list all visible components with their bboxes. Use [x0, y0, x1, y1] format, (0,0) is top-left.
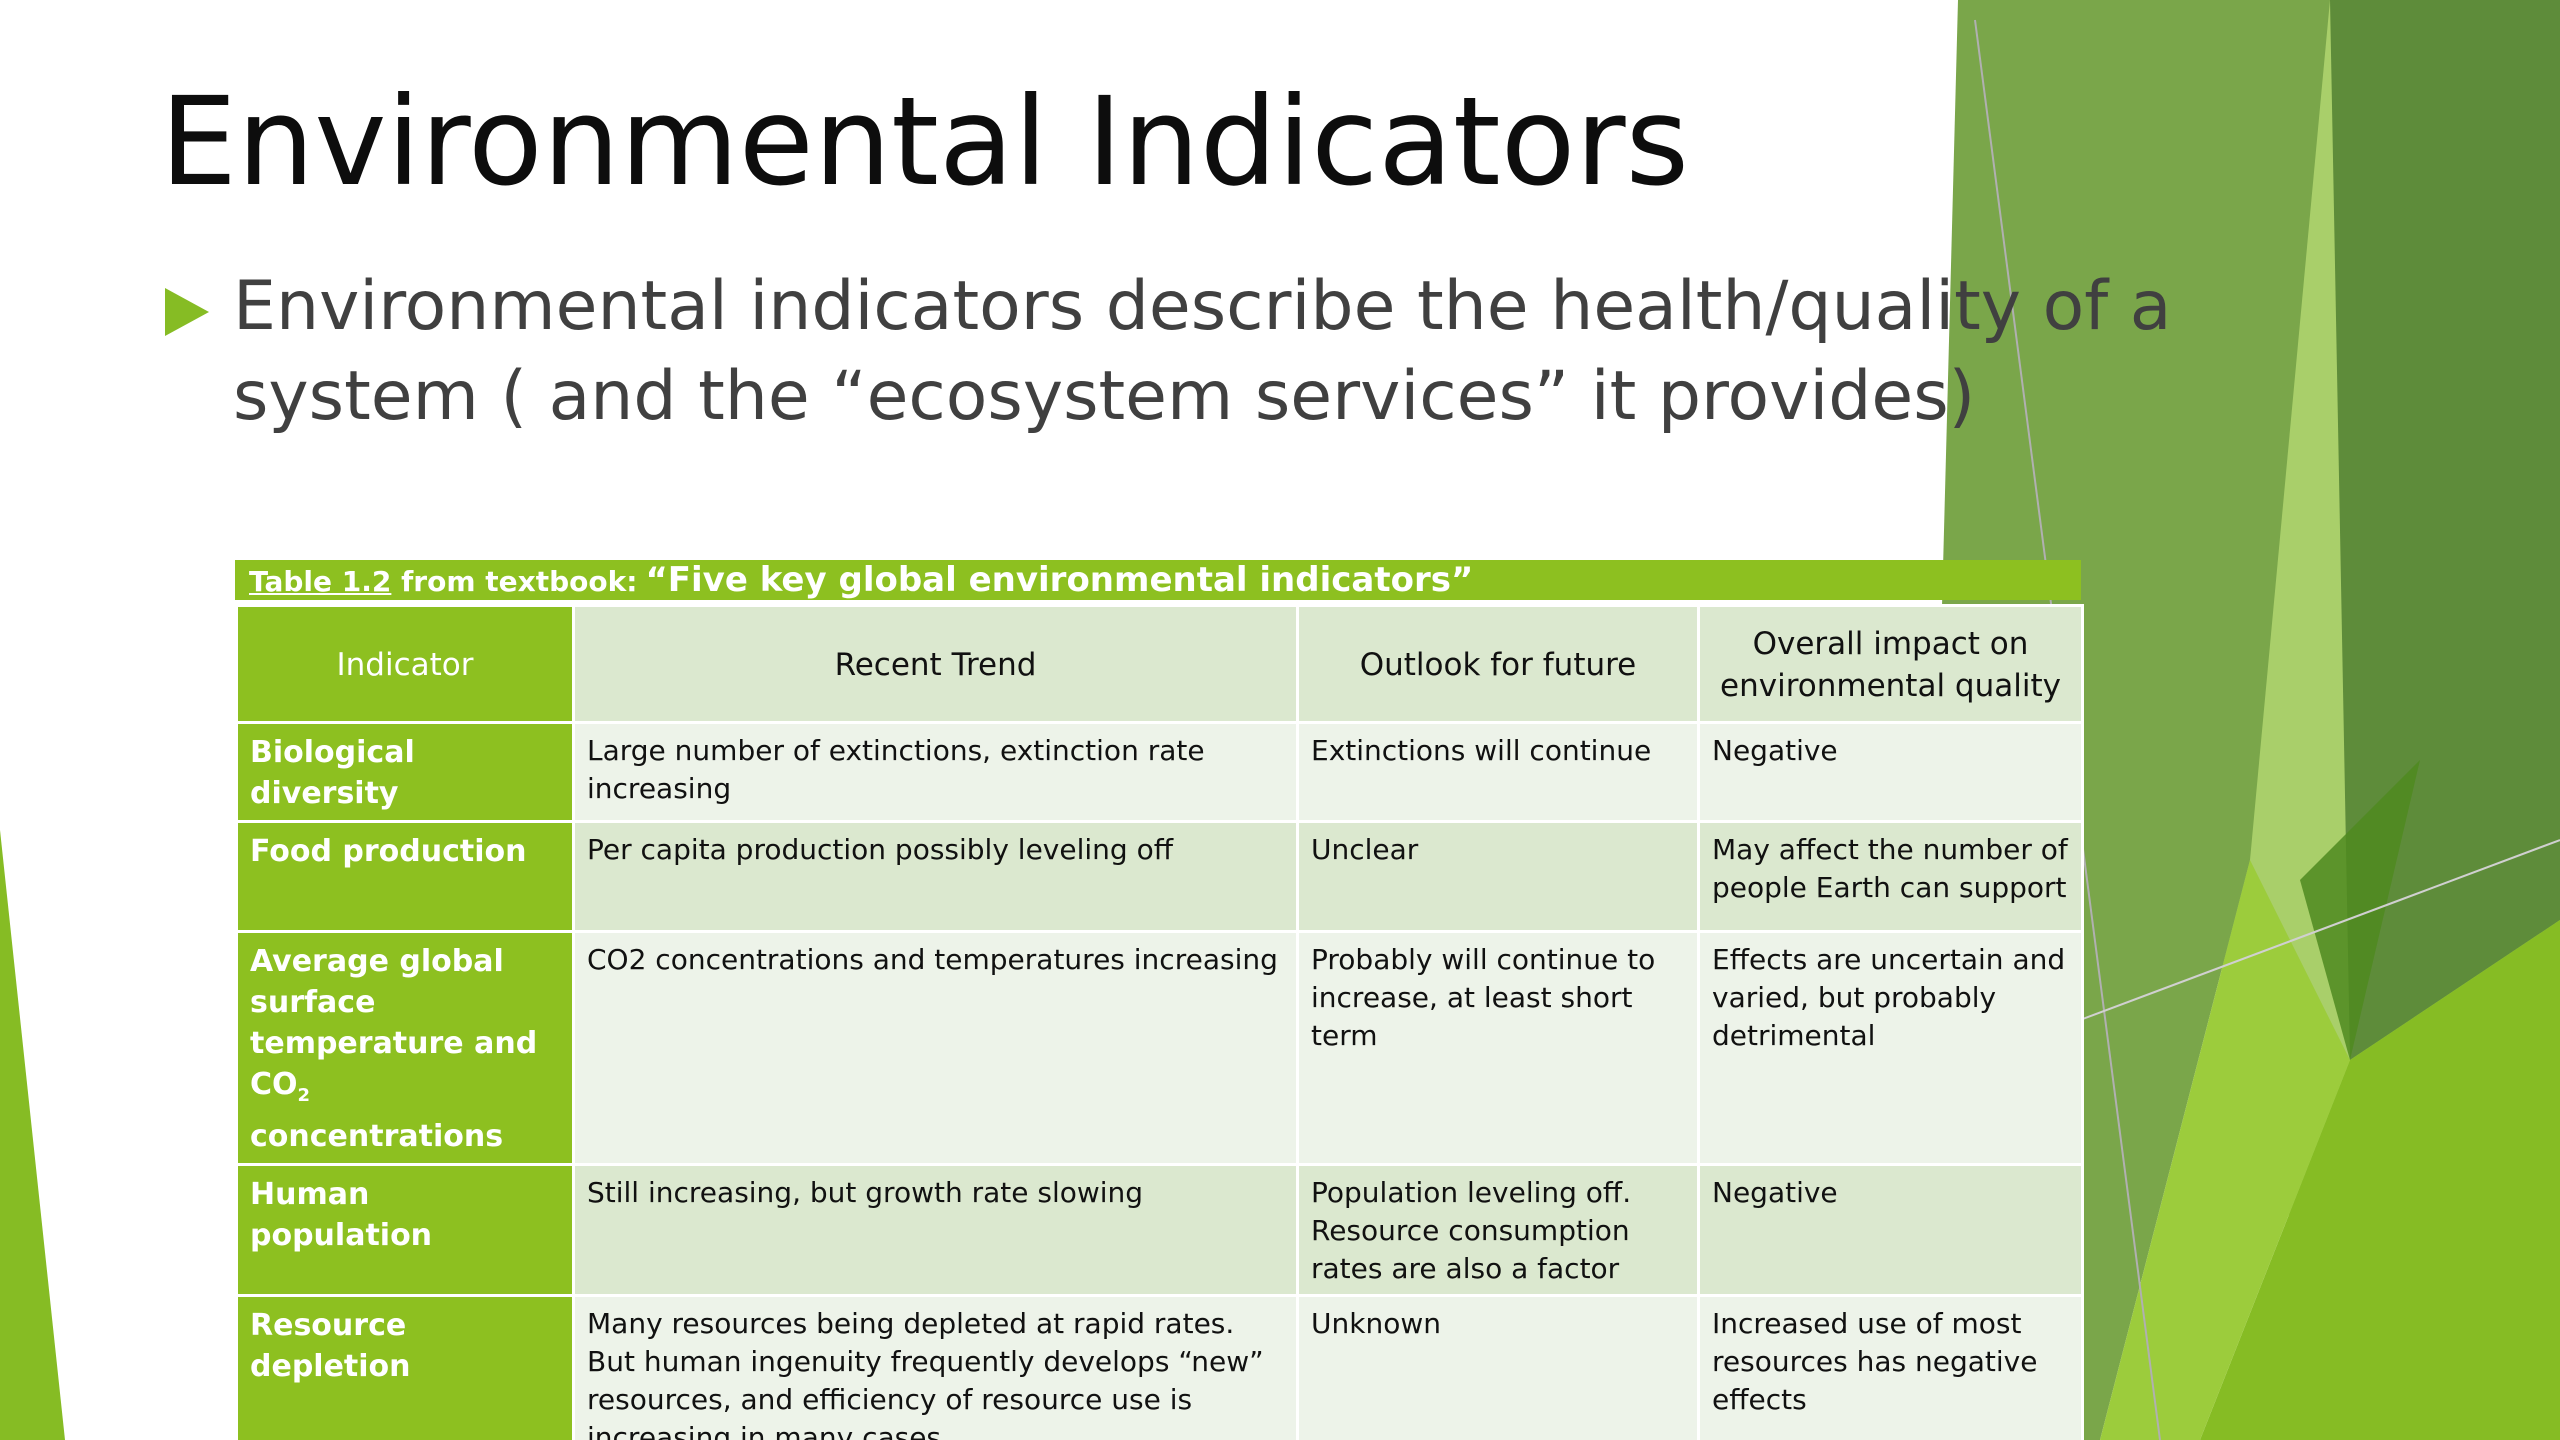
- column-header-trend: Recent Trend: [572, 604, 1299, 724]
- row-outlook: Unknown: [1296, 1294, 1700, 1440]
- row-impact: Effects are uncertain and varied, but pr…: [1697, 930, 2084, 1166]
- triangle-bullet-icon: [165, 288, 209, 336]
- facet-shape: [2100, 860, 2350, 1440]
- facet-shape: [2200, 920, 2560, 1440]
- caption-text: from textbook:: [391, 565, 638, 598]
- row-impact: Negative: [1697, 1163, 2084, 1297]
- table-header-row: Indicator Recent Trend Outlook for futur…: [235, 604, 2084, 724]
- table-caption: Table 1.2 from textbook: “Five key global…: [235, 560, 2081, 600]
- indicators-table-block: Table 1.2 from textbook: “Five key global…: [235, 560, 2084, 1440]
- column-header-outlook: Outlook for future: [1296, 604, 1700, 724]
- table-row: Human population Still increasing, but g…: [235, 1163, 2084, 1297]
- row-outlook: Probably will continue to increase, at l…: [1296, 930, 1700, 1166]
- row-impact: Negative: [1697, 721, 2084, 823]
- caption-quote: “Five key global environmental indicator…: [645, 560, 1474, 600]
- row-trend: CO2 concentrations and temperatures incr…: [572, 930, 1299, 1166]
- row-impact: Increased use of most resources has nega…: [1697, 1294, 2084, 1440]
- slide-title: Environmental Indicators: [160, 71, 1690, 213]
- indicator-text: concentrations: [250, 1119, 504, 1154]
- row-indicator: Food production: [235, 820, 575, 933]
- table-row: Average global surface temperature and C…: [235, 930, 2084, 1166]
- facet-shape: [2300, 760, 2420, 1060]
- bullet-text: Environmental indicators describe the he…: [233, 267, 2172, 436]
- row-outlook: Unclear: [1296, 820, 1700, 933]
- row-trend: Large number of extinctions, extinction …: [572, 721, 1299, 823]
- row-trend: Many resources being depleted at rapid r…: [572, 1294, 1299, 1440]
- column-header-impact: Overall impact on environmental quality: [1697, 604, 2084, 724]
- row-impact: May affect the number of people Earth ca…: [1697, 820, 2084, 933]
- row-trend: Per capita production possibly leveling …: [572, 820, 1299, 933]
- row-indicator: Resource depletion: [235, 1294, 575, 1440]
- table-row: Food production Per capita production po…: [235, 820, 2084, 933]
- table-row: Biological diversity Large number of ext…: [235, 721, 2084, 823]
- column-header-indicator: Indicator: [235, 604, 575, 724]
- row-outlook: Extinctions will continue: [1296, 721, 1700, 823]
- caption-reference: Table 1.2: [249, 565, 392, 598]
- row-outlook: Population leveling off. Resource consum…: [1296, 1163, 1700, 1297]
- row-indicator: Average global surface temperature and C…: [235, 930, 575, 1166]
- row-indicator: Biological diversity: [235, 721, 575, 823]
- indicator-text: Average global surface temperature and C…: [250, 944, 538, 1102]
- row-trend: Still increasing, but growth rate slowin…: [572, 1163, 1299, 1297]
- indicators-table: Indicator Recent Trend Outlook for futur…: [235, 604, 2084, 1440]
- table-row: Resource depletion Many resources being …: [235, 1294, 2084, 1440]
- facet-shape: [0, 830, 65, 1440]
- subscript-text: 2: [297, 1085, 311, 1106]
- accent-line: [2079, 839, 2560, 1021]
- row-indicator: Human population: [235, 1163, 575, 1297]
